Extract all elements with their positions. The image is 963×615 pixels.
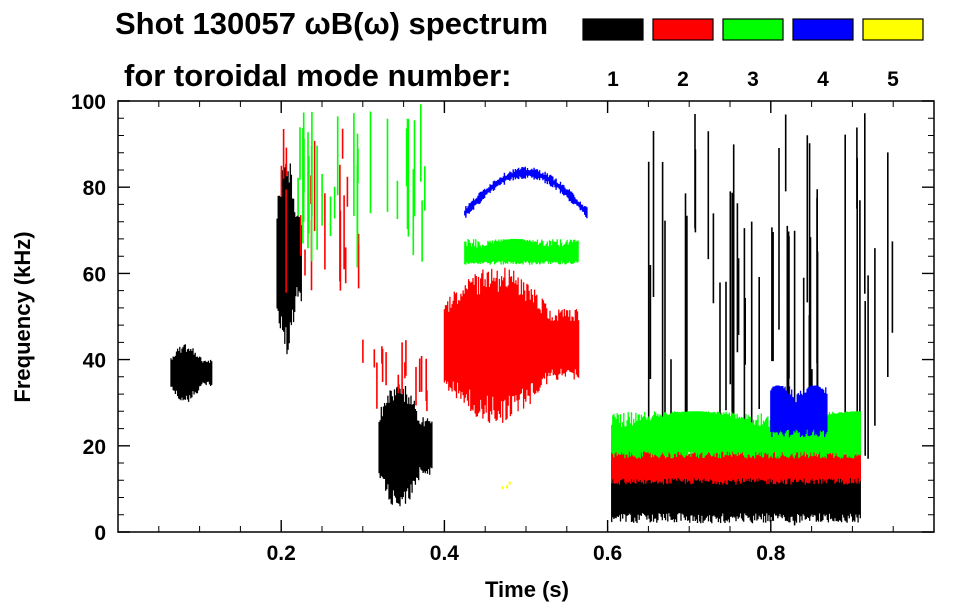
mode-4-feature-12 (464, 166, 588, 219)
legend-swatch-2 (652, 18, 714, 41)
y-tick-label-80: 80 (83, 177, 106, 200)
mode-2-feature-8 (611, 441, 861, 485)
mode-1-feature-3 (611, 454, 861, 524)
x-tick-label-0.6: 0.6 (593, 542, 622, 565)
minor-ticks (118, 101, 934, 532)
mode-3-feature-11 (611, 411, 861, 459)
y-tick-label-20: 20 (83, 436, 106, 459)
mode-2-feature-7 (362, 339, 428, 412)
mode-3-feature-10 (464, 238, 579, 265)
mode-1-feature-4 (647, 113, 894, 526)
chart-title-line2: for toroidal mode number: (124, 58, 512, 93)
y-tick-label-100: 100 (71, 91, 106, 114)
legend-swatch-4 (792, 18, 854, 41)
plot-area: 0.2 0.4 0.6 0.8 0 20 40 60 80 100 (71, 91, 935, 565)
legend-label-2: 2 (677, 68, 689, 91)
legend-label-3: 3 (747, 68, 759, 91)
mode-1-feature-1 (276, 163, 302, 355)
y-axis-label: Frequency (kHz) (10, 231, 35, 402)
mode-3-feature-9 (297, 104, 426, 268)
mode-2-feature-6 (443, 267, 580, 423)
axes-layer: 0.2 0.4 0.6 0.8 0 20 40 60 80 100 (71, 91, 935, 565)
chart-title-line1: Shot 130057 ωB(ω) spectrum (115, 6, 548, 41)
data-layer (170, 104, 894, 526)
x-tick-label-0.4: 0.4 (430, 542, 460, 565)
y-tick-label-40: 40 (83, 350, 106, 373)
x-tick-label-0.2: 0.2 (267, 542, 296, 565)
chart-legend: 1 2 3 4 5 (582, 18, 924, 91)
mode-4-feature-13 (770, 385, 828, 438)
legend-swatch-1 (582, 18, 644, 41)
y-tick-label-60: 60 (83, 263, 106, 286)
legend-label-4: 4 (817, 68, 829, 91)
legend-label-5: 5 (887, 68, 899, 91)
legend-swatch-5 (862, 18, 924, 41)
mode-5-feature-14 (501, 481, 511, 490)
y-tick-label-0: 0 (94, 522, 106, 545)
legend-swatch-3 (722, 18, 784, 41)
mode-1-feature-2 (378, 384, 433, 507)
mode-1-feature-0 (170, 344, 213, 402)
legend-label-1: 1 (607, 68, 619, 91)
x-tick-label-0.8: 0.8 (756, 542, 786, 565)
x-axis-label: Time (s) (485, 577, 569, 602)
